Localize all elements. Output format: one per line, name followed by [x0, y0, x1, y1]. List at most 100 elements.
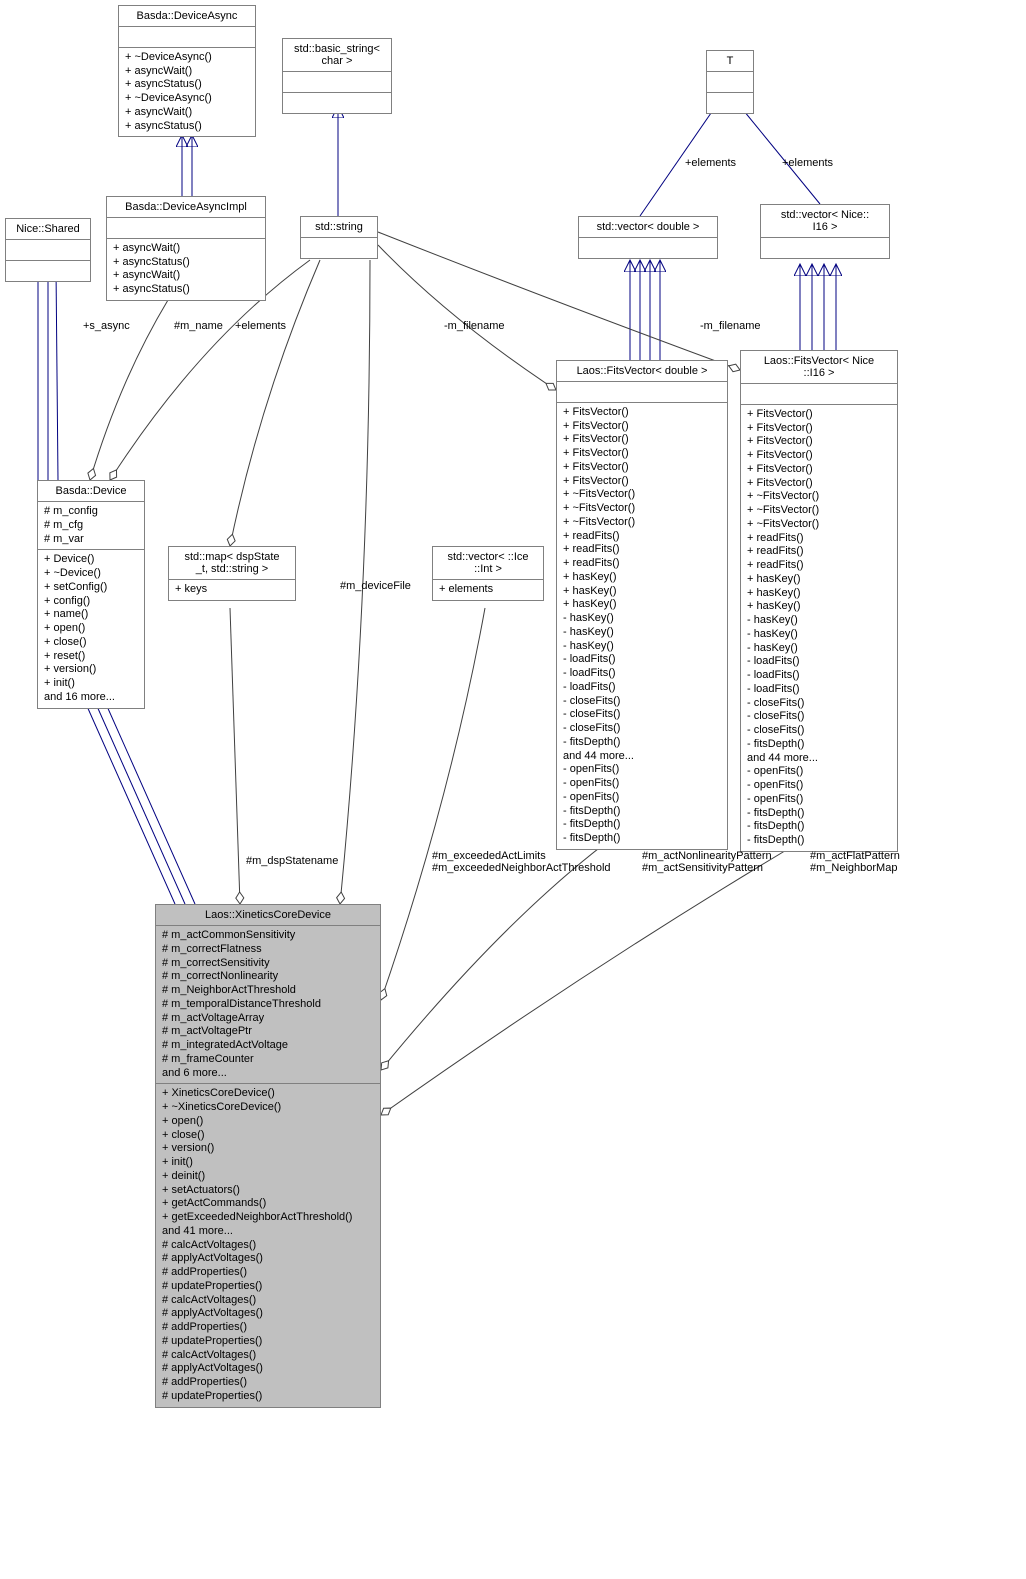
uml-class-nice_shared[interactable]: Nice::Shared [5, 218, 91, 282]
uml-class-basda_device[interactable]: Basda::Device# m_config# m_cfg# m_var+ D… [37, 480, 145, 709]
member-line: + ~FitsVector() [747, 504, 891, 518]
class-section-1 [6, 261, 90, 281]
member-line: + readFits() [563, 557, 721, 571]
member-line: - fitsDepth() [747, 834, 891, 848]
class-section-0 [579, 238, 717, 258]
member-line: + readFits() [747, 532, 891, 546]
class-title: Laos::FitsVector< Nice ::I16 > [741, 351, 897, 384]
edge-label-elements_l: +elements [685, 157, 736, 169]
member-line: - hasKey() [747, 642, 891, 656]
member-line: # addProperties() [162, 1321, 374, 1335]
class-title: std::basic_string< char > [283, 39, 391, 72]
member-line: - fitsDepth() [563, 805, 721, 819]
member-line: - fitsDepth() [747, 807, 891, 821]
member-line: - openFits() [747, 779, 891, 793]
class-title: std::string [301, 217, 377, 238]
member-line: + FitsVector() [747, 422, 891, 436]
member-line: + keys [175, 583, 289, 597]
member-line: + FitsVector() [563, 420, 721, 434]
member-line: + readFits() [563, 543, 721, 557]
member-line: # calcActVoltages() [162, 1294, 374, 1308]
class-title: std::vector< Nice:: I16 > [761, 205, 889, 238]
class-section-0 [761, 238, 889, 258]
member-line: + FitsVector() [747, 408, 891, 422]
member-line: + close() [162, 1129, 374, 1143]
class-section-0: # m_actCommonSensitivity# m_correctFlatn… [156, 926, 380, 1084]
member-line: + FitsVector() [563, 447, 721, 461]
member-line: - fitsDepth() [563, 818, 721, 832]
member-line: + FitsVector() [747, 477, 891, 491]
edge-26 [381, 608, 485, 1000]
member-line: + version() [162, 1142, 374, 1156]
member-line: + asyncWait() [113, 269, 259, 283]
member-line: + asyncWait() [125, 65, 249, 79]
member-line: # m_actVoltagePtr [162, 1025, 374, 1039]
member-line: # addProperties() [162, 1266, 374, 1280]
uml-class-xinetics[interactable]: Laos::XineticsCoreDevice# m_actCommonSen… [155, 904, 381, 1408]
edge-label-m_name: #m_name [174, 320, 223, 332]
uml-class-std_string[interactable]: std::string [300, 216, 378, 259]
member-line: + asyncStatus() [113, 283, 259, 297]
member-line: # calcActVoltages() [162, 1239, 374, 1253]
member-line: + ~FitsVector() [563, 516, 721, 530]
member-line: - fitsDepth() [747, 820, 891, 834]
member-line: - fitsDepth() [747, 738, 891, 752]
member-line: + FitsVector() [747, 435, 891, 449]
uml-class-vec_ice[interactable]: std::vector< ::Ice ::Int >+ elements [432, 546, 544, 601]
edge-label-m_filename_r: -m_filename [700, 320, 761, 332]
member-line: + Device() [44, 553, 138, 567]
uml-class-device_async[interactable]: Basda::DeviceAsync + ~DeviceAsync()+ asy… [118, 5, 256, 137]
uml-class-basic_string[interactable]: std::basic_string< char > [282, 38, 392, 114]
class-section-0: + elements [433, 580, 543, 600]
class-title: std::vector< ::Ice ::Int > [433, 547, 543, 580]
member-line: + elements [439, 583, 537, 597]
member-line: + readFits() [747, 545, 891, 559]
member-line: - openFits() [563, 763, 721, 777]
member-line: - openFits() [747, 793, 891, 807]
edge-22 [378, 245, 556, 390]
member-line: # m_cfg [44, 519, 138, 533]
member-line: # m_integratedActVoltage [162, 1039, 374, 1053]
class-section-0: + keys [169, 580, 295, 600]
member-line: # m_config [44, 505, 138, 519]
uml-class-T[interactable]: T [706, 50, 754, 114]
member-line: + readFits() [563, 530, 721, 544]
uml-class-fits_double[interactable]: Laos::FitsVector< double > + FitsVector(… [556, 360, 728, 850]
class-title: std::map< dspState _t, std::string > [169, 547, 295, 580]
edge-label-elements_map: +elements [235, 320, 286, 332]
member-line: # m_correctNonlinearity [162, 970, 374, 984]
edge-label-m_actflat: #m_actFlatPattern #m_NeighborMap [810, 850, 900, 874]
member-line: and 6 more... [162, 1067, 374, 1081]
member-line: + hasKey() [563, 585, 721, 599]
uml-class-device_async_impl[interactable]: Basda::DeviceAsyncImpl + asyncWait()+ as… [106, 196, 266, 301]
member-line: + reset() [44, 650, 138, 664]
edge-label-m_filename_l: -m_filename [444, 320, 505, 332]
edge-label-s_async: +s_async [83, 320, 130, 332]
member-line: + open() [44, 622, 138, 636]
member-line: - closeFits() [747, 710, 891, 724]
uml-class-vector_i16[interactable]: std::vector< Nice:: I16 > [760, 204, 890, 259]
uml-class-vector_double[interactable]: std::vector< double > [578, 216, 718, 259]
member-line: - hasKey() [747, 614, 891, 628]
class-section-0 [283, 72, 391, 93]
class-section-1 [707, 93, 753, 113]
member-line: - closeFits() [563, 708, 721, 722]
member-line: # applyActVoltages() [162, 1252, 374, 1266]
class-title: Nice::Shared [6, 219, 90, 240]
member-line: - loadFits() [563, 653, 721, 667]
class-title: Laos::FitsVector< double > [557, 361, 727, 382]
member-line: - closeFits() [747, 724, 891, 738]
class-section-1: + FitsVector()+ FitsVector()+ FitsVector… [741, 405, 897, 851]
uml-class-fits_i16[interactable]: Laos::FitsVector< Nice ::I16 > + FitsVec… [740, 350, 898, 852]
member-line: # applyActVoltages() [162, 1362, 374, 1376]
edge-7 [56, 268, 58, 480]
uml-class-map_dsp[interactable]: std::map< dspState _t, std::string >+ ke… [168, 546, 296, 601]
member-line: # addProperties() [162, 1376, 374, 1390]
member-line: - hasKey() [563, 640, 721, 654]
member-line: # m_NeighborActThreshold [162, 984, 374, 998]
member-line: # m_actCommonSensitivity [162, 929, 374, 943]
member-line: - closeFits() [747, 697, 891, 711]
class-section-1: + XineticsCoreDevice()+ ~XineticsCoreDev… [156, 1084, 380, 1406]
member-line: and 16 more... [44, 691, 138, 705]
edge-18 [102, 695, 195, 904]
